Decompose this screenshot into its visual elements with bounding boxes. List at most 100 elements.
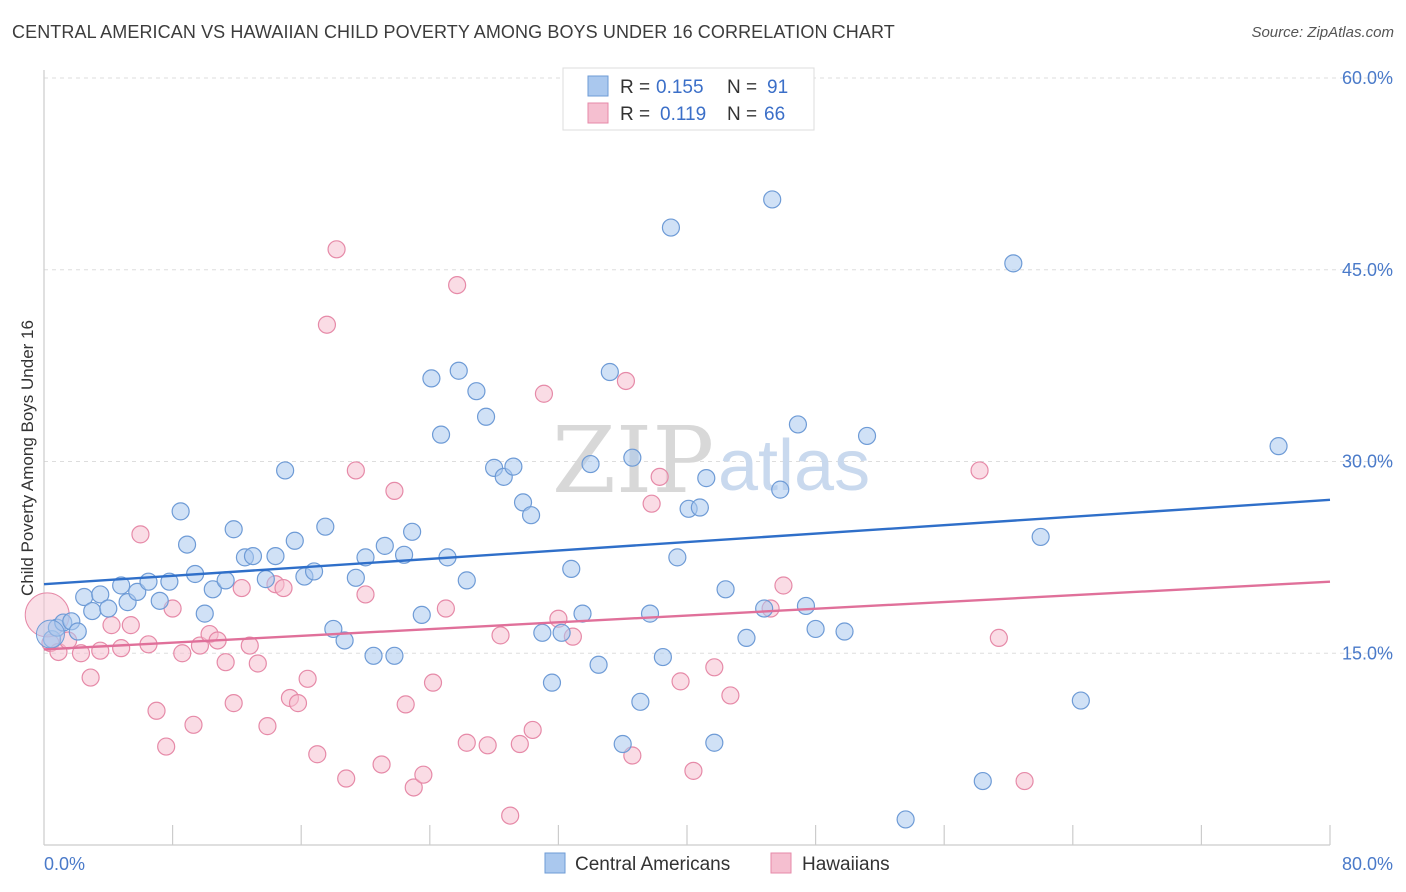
watermark-atlas: atlas xyxy=(718,426,870,506)
hawaiians-point xyxy=(173,644,192,663)
central-americans-point xyxy=(796,596,816,616)
trend-lines xyxy=(43,498,1331,651)
central-americans-point xyxy=(316,517,335,536)
hawaiians-point xyxy=(71,644,91,663)
hawaiians-point xyxy=(705,658,724,677)
central-americans-point xyxy=(150,591,169,610)
hawaiians-point xyxy=(248,654,267,673)
hawaiians-point xyxy=(131,525,150,544)
central-americans-point xyxy=(1071,691,1090,710)
central-americans-point xyxy=(973,771,992,791)
x-ticks xyxy=(172,825,1331,845)
hawaiians-point xyxy=(404,778,423,797)
central-americans-point xyxy=(521,506,541,525)
central-americans-point xyxy=(581,454,600,474)
central-americans-point xyxy=(171,502,190,521)
legend-swatch-blue xyxy=(587,75,609,97)
central-americans-point xyxy=(356,548,375,567)
central-americans-point xyxy=(476,407,496,426)
hawaiians-point xyxy=(184,715,203,734)
central-americans-point xyxy=(91,585,110,604)
central-americans-point xyxy=(195,604,214,623)
central-americans-point xyxy=(589,655,608,674)
bottom-legend: Central Americans Hawaiians xyxy=(544,852,890,875)
central-americans-point xyxy=(513,493,533,512)
y-tick-label: 45.0% xyxy=(1342,260,1393,280)
hawaiians-point xyxy=(642,494,661,513)
central-americans-point xyxy=(385,646,404,665)
hawaiians-point xyxy=(448,275,467,295)
central-americans-point xyxy=(533,623,552,642)
hawaiians-point xyxy=(308,745,327,764)
central-americans-point xyxy=(737,628,756,648)
hawaiians-point xyxy=(534,384,554,403)
central-americans-point xyxy=(243,546,263,566)
central-americans-point xyxy=(600,362,619,382)
hawaiians-point xyxy=(112,639,131,658)
grid-lines xyxy=(44,77,1393,654)
hawaiians-point xyxy=(616,371,636,391)
central-americans-point xyxy=(668,548,687,567)
hawaiians-trend-line xyxy=(43,580,1331,651)
hawaiians-point xyxy=(396,695,415,714)
central-americans-point xyxy=(346,568,365,587)
central-americans-point xyxy=(177,535,197,554)
central-americans-point xyxy=(266,546,285,566)
central-americans-point xyxy=(394,545,414,564)
central-americans-point xyxy=(431,425,451,444)
central-americans-point xyxy=(99,599,118,618)
hawaiians-point xyxy=(491,626,510,645)
bottom-legend-swatch-pink xyxy=(770,852,792,874)
hawaiians-point xyxy=(147,701,166,720)
hawaiians-point xyxy=(157,737,176,756)
central-americans-point xyxy=(467,382,486,401)
hawaiians-point xyxy=(288,694,308,713)
hawaiians-point xyxy=(298,669,317,688)
central-americans-point xyxy=(203,580,222,599)
central-americans-point xyxy=(364,646,383,665)
hawaiians-point xyxy=(91,641,110,660)
hawaiians-point xyxy=(436,599,455,618)
central-americans-point xyxy=(631,692,650,711)
hawaiians-point xyxy=(337,769,356,788)
central-americans-point xyxy=(422,369,441,388)
legend-r-label-2: R = xyxy=(620,104,650,125)
central-americans-point xyxy=(640,604,660,623)
central-americans-point xyxy=(83,601,102,621)
central-americans-point xyxy=(623,448,642,467)
central-americans-point xyxy=(562,559,581,578)
bottom-legend-hawaiians: Hawaiians xyxy=(802,854,890,875)
central-americans-point xyxy=(716,580,735,599)
legend-n-value-2: 66 xyxy=(764,104,785,125)
legend-n-label-2: N = xyxy=(727,104,757,125)
hawaiians-point xyxy=(501,806,520,825)
hawaiians-point xyxy=(327,240,346,259)
central-americans-point xyxy=(504,457,523,476)
legend: R = 0.155 N = 91 R = 0.119 N = 66 xyxy=(562,67,815,131)
central-americans-point xyxy=(68,622,87,641)
central-americans-point xyxy=(128,582,147,601)
hawaiians-point xyxy=(274,578,293,598)
central-americans-point xyxy=(763,190,782,209)
hawaiians-point xyxy=(1015,771,1034,791)
legend-r-label-1: R = xyxy=(620,77,650,98)
central-americans-point xyxy=(1031,527,1050,547)
hawaiians-point xyxy=(232,578,251,598)
central-americans-point xyxy=(276,461,295,480)
legend-swatch-pink xyxy=(587,102,609,124)
bottom-legend-central-americans: Central Americans xyxy=(575,854,730,875)
hawaiians-point xyxy=(81,668,100,687)
hawaiians-point xyxy=(317,315,337,334)
central-americans-point xyxy=(771,480,790,499)
chart-title: CENTRAL AMERICAN VS HAWAIIAN CHILD POVER… xyxy=(12,22,895,42)
hawaiians-point xyxy=(423,673,443,692)
hawaiians-point xyxy=(385,481,404,501)
central-americans-point xyxy=(224,520,243,539)
central-americans-point xyxy=(1269,437,1288,456)
central-americans-point xyxy=(661,218,681,237)
central-americans-point xyxy=(542,673,562,692)
central-americans-point xyxy=(697,469,716,488)
hawaiians-point xyxy=(457,733,476,752)
hawaiians-point xyxy=(989,628,1008,648)
y-tick-label: 15.0% xyxy=(1342,643,1393,663)
